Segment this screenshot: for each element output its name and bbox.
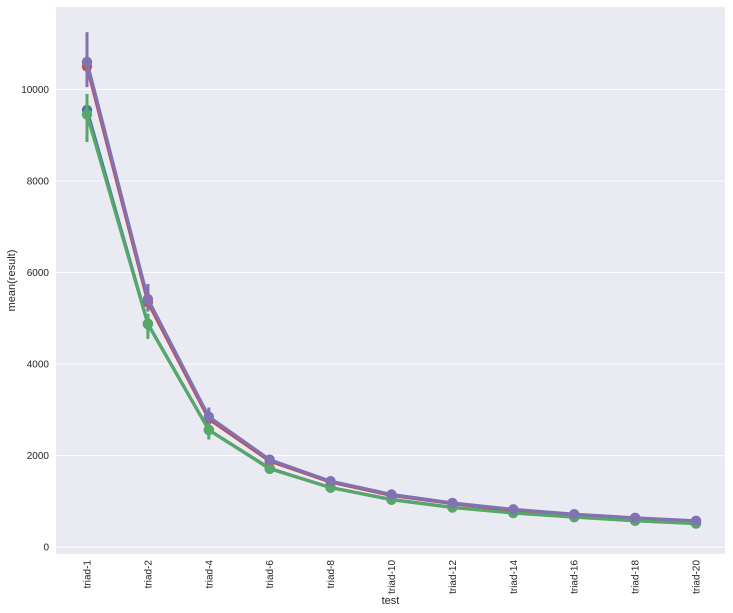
x-tick-label: triad-6: [265, 560, 276, 589]
data-point: [569, 508, 580, 520]
x-tick-label: triad-1: [83, 560, 94, 589]
data-point: [142, 319, 154, 330]
plot-background: [56, 7, 725, 554]
series-layer: [81, 32, 702, 529]
x-tick-label: triad-20: [692, 560, 703, 594]
data-point: [81, 109, 93, 120]
x-axis-label: test: [382, 595, 400, 607]
gridlines: [56, 88, 725, 548]
data-point: [629, 512, 641, 524]
data-point: [386, 489, 397, 500]
data-point: [81, 56, 93, 68]
y-tick-label: 6000: [27, 268, 50, 279]
data-point: [325, 476, 336, 487]
data-point: [508, 504, 519, 515]
series-4: [81, 32, 702, 527]
x-tick-label: triad-18: [631, 560, 642, 594]
x-tick-label: triad-16: [570, 560, 581, 594]
y-tick-label: 8000: [27, 176, 50, 187]
data-point: [447, 497, 458, 509]
y-tick-label: 2000: [27, 451, 50, 462]
data-point: [264, 454, 275, 465]
y-tick-labels: 0 2000 4000 6000 8000 10000: [21, 85, 49, 554]
data-point: [690, 515, 702, 527]
data-point: [203, 411, 214, 422]
x-tick-label: triad-4: [204, 560, 215, 589]
y-axis-label: mean(result): [6, 250, 18, 312]
data-point: [203, 424, 214, 436]
x-tick-labels: triad-1 triad-2 triad-4 triad-6 triad-8 triad…: [83, 560, 703, 594]
x-tick-label: triad-8: [326, 560, 337, 589]
y-tick-label: 10000: [21, 85, 49, 96]
x-tick-label: triad-10: [387, 560, 398, 594]
y-tick-label: 4000: [27, 360, 50, 371]
data-point: [142, 293, 154, 305]
x-tick-label: triad-14: [509, 560, 520, 594]
x-tick-label: triad-2: [143, 560, 154, 589]
x-tick-label: triad-12: [448, 560, 459, 594]
data-point: [264, 463, 275, 475]
y-tick-label: 0: [43, 543, 49, 554]
